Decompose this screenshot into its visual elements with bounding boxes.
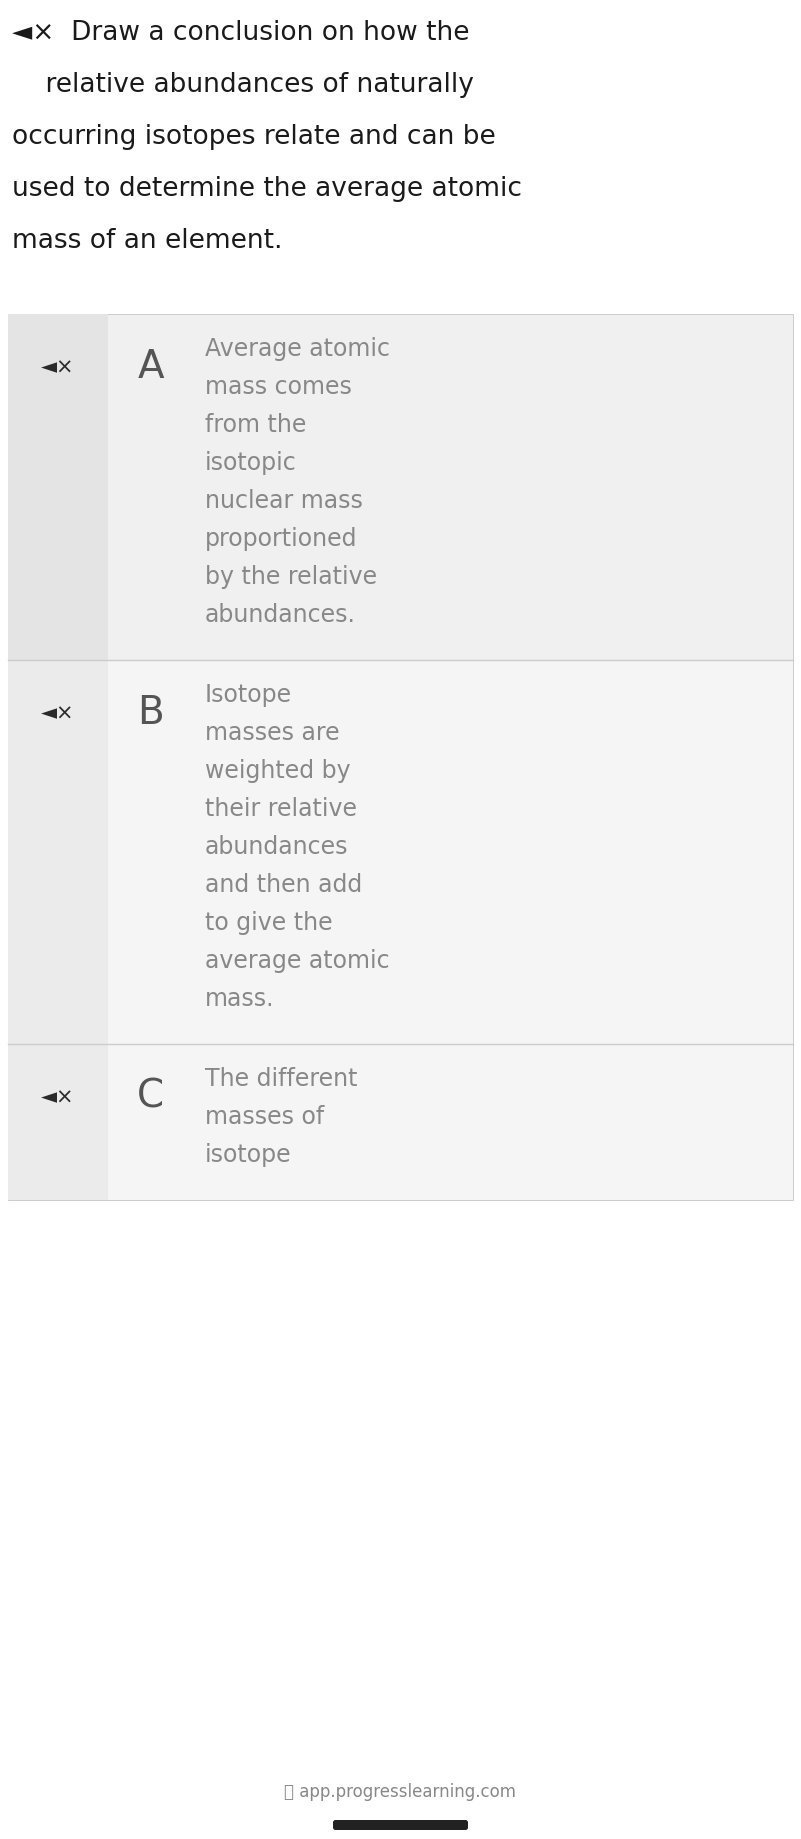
Text: ◄×: ◄× bbox=[41, 1087, 74, 1107]
FancyBboxPatch shape bbox=[333, 1821, 468, 1830]
Text: proportioned: proportioned bbox=[205, 526, 357, 550]
Text: weighted by: weighted by bbox=[205, 758, 351, 783]
Bar bbox=[8, 660, 108, 1045]
Text: from the: from the bbox=[205, 412, 306, 436]
Text: Average atomic: Average atomic bbox=[205, 337, 390, 360]
Text: nuclear mass: nuclear mass bbox=[205, 489, 363, 513]
Text: and then add: and then add bbox=[205, 872, 362, 896]
Text: relative abundances of naturally: relative abundances of naturally bbox=[12, 72, 474, 97]
Bar bbox=[8, 660, 793, 1045]
Text: 🔒 app.progresslearning.com: 🔒 app.progresslearning.com bbox=[284, 1782, 517, 1800]
Text: used to determine the average atomic: used to determine the average atomic bbox=[12, 177, 522, 202]
Text: by the relative: by the relative bbox=[205, 565, 377, 588]
Text: average atomic: average atomic bbox=[205, 949, 389, 973]
Text: The different: The different bbox=[205, 1067, 357, 1091]
Text: B: B bbox=[137, 693, 164, 732]
Text: occurring isotopes relate and can be: occurring isotopes relate and can be bbox=[12, 123, 496, 151]
Text: mass of an element.: mass of an element. bbox=[12, 228, 283, 254]
Text: ◄×: ◄× bbox=[41, 702, 74, 723]
Bar bbox=[8, 314, 793, 660]
Text: Isotope: Isotope bbox=[205, 682, 292, 706]
Text: abundances.: abundances. bbox=[205, 603, 356, 627]
Text: to give the: to give the bbox=[205, 910, 332, 934]
Text: abundances: abundances bbox=[205, 835, 348, 859]
Bar bbox=[8, 1045, 793, 1201]
Bar bbox=[8, 1045, 108, 1201]
Text: isotope: isotope bbox=[205, 1142, 292, 1166]
Text: mass comes: mass comes bbox=[205, 375, 352, 399]
Text: their relative: their relative bbox=[205, 796, 357, 820]
Text: C: C bbox=[137, 1078, 164, 1116]
Text: masses of: masses of bbox=[205, 1105, 324, 1129]
Text: A: A bbox=[137, 348, 164, 386]
Bar bbox=[8, 314, 108, 660]
Text: ◄×: ◄× bbox=[41, 357, 74, 377]
Text: ◄×  Draw a conclusion on how the: ◄× Draw a conclusion on how the bbox=[12, 20, 469, 46]
Text: mass.: mass. bbox=[205, 986, 275, 1010]
Text: isotopic: isotopic bbox=[205, 451, 296, 474]
Text: masses are: masses are bbox=[205, 721, 340, 745]
